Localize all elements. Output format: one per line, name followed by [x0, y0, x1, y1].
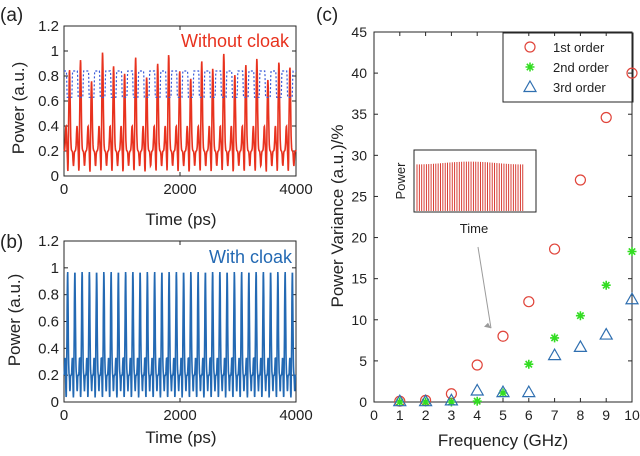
panel-c-xtick-label: 7	[551, 407, 559, 423]
panel-c-ytick-label: 40	[351, 65, 367, 81]
marker-third-order	[547, 347, 562, 361]
panel-b-ytick-label: 0.6	[38, 314, 59, 331]
panel-a-annotation: Without cloak	[181, 31, 290, 51]
panel-b-ytick-label: 1.2	[38, 233, 59, 250]
panel-c-ytick-label: 10	[351, 312, 367, 328]
panel-c-label: (c)	[316, 5, 338, 26]
marker-third-order	[392, 393, 407, 407]
panel-c-ytick-label: 0	[359, 394, 367, 410]
panel-c-xtick-label: 2	[422, 407, 430, 423]
panel-a-ytick-label: 1.2	[38, 18, 59, 35]
panel-c-xtick-label: 3	[448, 407, 456, 423]
panel-b-ytick-label: 0	[51, 394, 59, 411]
panel-c-xtick-label: 8	[577, 407, 585, 423]
marker-third-order	[573, 339, 588, 353]
inset-arrow-line	[477, 246, 492, 329]
panel-a-ylabel: Power (a.u.)	[9, 62, 28, 155]
panel-a-xtick-label: 2000	[163, 181, 196, 198]
panel-b-annotation: With cloak	[209, 247, 293, 267]
panel-c-inset: Power Time	[393, 149, 537, 236]
marker-first-order	[574, 174, 587, 186]
panel-c-ytick-label: 30	[351, 147, 367, 163]
series-with-cloak-line	[63, 271, 297, 398]
marker-second-order	[550, 333, 560, 343]
marker-first-order	[523, 296, 535, 308]
panel-b-xtick-label: 2000	[163, 407, 196, 424]
marker-first-order	[626, 67, 638, 79]
marker-first-order	[497, 330, 509, 342]
panel-a-ytick-label: 0	[51, 168, 59, 185]
panel-c-ytick-label: 35	[351, 106, 367, 122]
panel-c-ytick-label: 25	[351, 188, 367, 204]
panel-c-xtick-label: 6	[525, 407, 533, 423]
marker-second-order	[472, 396, 482, 406]
panel-c-chart: (c) Power Variance (a.u.)/% Frequency (G…	[316, 5, 640, 450]
marker-third-order	[495, 384, 511, 398]
panel-a-ytick-label: 0.4	[38, 118, 59, 135]
marker-third-order	[624, 292, 640, 305]
panel-c-ytick-label: 20	[351, 230, 367, 246]
panel-b-ytick-label: 0.8	[38, 287, 59, 304]
inset-xlabel: Time	[460, 221, 488, 236]
legend-label-1st-order: 1st order	[553, 40, 605, 55]
panel-a-xlabel: Time (ps)	[145, 210, 216, 229]
marker-third-order	[444, 393, 459, 406]
panel-b-xtick-label: 4000	[279, 407, 312, 424]
panel-a-xtick-label: 0	[60, 181, 68, 198]
marker-second-order	[395, 397, 405, 407]
panel-b-ytick-label: 0.4	[38, 340, 59, 357]
panel-a-ytick-label: 0.2	[38, 143, 59, 160]
legend-label-3rd-order: 3rd order	[553, 80, 606, 95]
marker-third-order	[599, 327, 614, 340]
panel-a-ytick-label: 0.6	[38, 93, 59, 110]
panel-c-xlabel: Frequency (GHz)	[438, 431, 568, 450]
legend-marker-third-order	[522, 79, 538, 93]
panel-b-ytick-label: 0.2	[38, 367, 59, 384]
marker-second-order	[498, 388, 508, 398]
marker-second-order	[421, 397, 431, 407]
marker-third-order	[470, 383, 485, 396]
panel-a-xtick-label: 4000	[279, 181, 312, 198]
panel-c-xtick-label: 5	[499, 407, 507, 423]
inset-ylabel: Power	[393, 162, 408, 200]
marker-second-order	[601, 280, 611, 290]
panel-c-ytick-label: 45	[351, 24, 367, 40]
panel-a-ytick-label: 1	[51, 43, 59, 60]
marker-third-order	[418, 393, 433, 407]
series-without-cloak-line	[63, 52, 297, 172]
panel-b-label: (b)	[0, 232, 23, 253]
legend-label-2nd-order: 2nd order	[553, 60, 609, 75]
marker-first-order	[471, 359, 483, 371]
series-without-cloak-dotted-line	[64, 70, 296, 98]
panel-b-ylabel: Power (a.u.)	[5, 274, 24, 367]
panel-c-legend: 1st order 2nd order 3rd order	[502, 32, 634, 103]
legend-marker-second-order	[525, 62, 535, 72]
marker-first-order	[600, 111, 612, 124]
panel-c-xtick-label: 4	[473, 407, 481, 423]
panel-c-ytick-label: 15	[351, 271, 367, 287]
marker-second-order	[575, 311, 585, 321]
panel-c-ytick-label: 5	[359, 353, 367, 369]
marker-second-order	[627, 247, 637, 256]
panel-c-xtick-label: 1	[396, 407, 404, 423]
panel-c-xtick-label: 10	[624, 407, 640, 423]
panel-c-xtick-label: 0	[370, 407, 378, 423]
legend-marker-first-order	[524, 41, 536, 53]
panel-c-xtick-label: 9	[602, 407, 610, 423]
panel-a-ytick-label: 0.8	[38, 68, 59, 85]
marker-third-order	[521, 384, 536, 398]
panel-c-ylabel: Power Variance (a.u.)/%	[328, 125, 347, 308]
marker-second-order	[524, 359, 534, 369]
panel-b-chart: (b) Power (a.u.) Time (ps) With cloak 0 2…	[0, 232, 313, 447]
marker-second-order	[446, 397, 456, 407]
panel-a-chart: (a) Power (a.u.) Time (ps) Without cloak…	[0, 5, 313, 229]
panel-b-xlabel: Time (ps)	[145, 428, 216, 447]
marker-first-order	[548, 243, 561, 255]
inset-arrow-head	[484, 322, 491, 329]
panel-b-xtick-label: 0	[60, 407, 68, 424]
panel-b-ytick-label: 1	[51, 260, 59, 277]
panel-a-label: (a)	[0, 5, 23, 26]
